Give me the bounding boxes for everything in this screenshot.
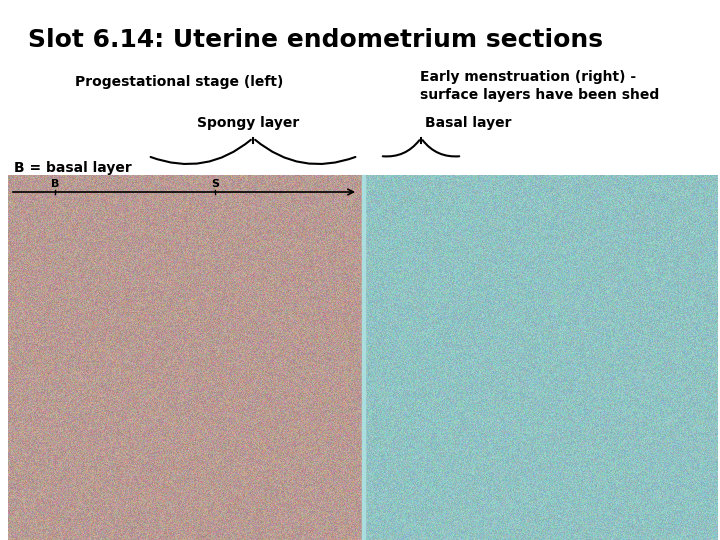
Text: B: B <box>51 179 59 189</box>
Text: Early menstruation (right) -
surface layers have been shed: Early menstruation (right) - surface lay… <box>420 70 660 103</box>
Text: S: S <box>211 179 219 189</box>
Text: Slot 6.14: Uterine endometrium sections: Slot 6.14: Uterine endometrium sections <box>28 28 603 52</box>
Text: Spongy layer: Spongy layer <box>197 116 299 130</box>
Text: B = basal layer: B = basal layer <box>14 161 132 175</box>
Text: Progestational stage (left): Progestational stage (left) <box>75 75 284 89</box>
Text: Basal layer: Basal layer <box>425 116 511 130</box>
